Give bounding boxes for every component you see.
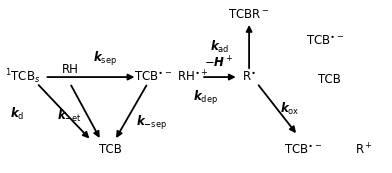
Text: TCB$^{\bullet-}$: TCB$^{\bullet-}$ (285, 143, 323, 157)
Text: TCB$^{\bullet-}$: TCB$^{\bullet-}$ (134, 71, 173, 84)
Text: $\bfit{k}_{\rm d}$: $\bfit{k}_{\rm d}$ (10, 106, 25, 122)
Text: $^1$TCB$_s$: $^1$TCB$_s$ (5, 68, 41, 86)
Text: $\bfit{k}_{-\rm sep}$: $\bfit{k}_{-\rm sep}$ (136, 113, 167, 131)
Text: $\bfit{k}_{-\rm et}$: $\bfit{k}_{-\rm et}$ (57, 108, 82, 124)
Text: TCB$^{\bullet-}$: TCB$^{\bullet-}$ (306, 35, 344, 48)
Text: R$^+$: R$^+$ (355, 142, 373, 158)
Text: RH: RH (62, 63, 78, 76)
Text: $\bfit{k}_{\rm ad}$: $\bfit{k}_{\rm ad}$ (210, 39, 230, 55)
Text: $\bfit{k}_{\rm dep}$: $\bfit{k}_{\rm dep}$ (193, 89, 218, 107)
Text: $-$H$^+$: $-$H$^+$ (204, 55, 233, 70)
Text: TCBR$^-$: TCBR$^-$ (229, 8, 270, 21)
Text: R$^{\bullet}$: R$^{\bullet}$ (242, 71, 256, 84)
Text: $\bfit{k}_{\rm ox}$: $\bfit{k}_{\rm ox}$ (280, 101, 300, 117)
Text: TCB: TCB (99, 143, 122, 157)
Text: $\bfit{k}_{\rm sep}$: $\bfit{k}_{\rm sep}$ (93, 50, 117, 68)
Text: TCB: TCB (318, 73, 340, 86)
Text: RH$^{\bullet+}$: RH$^{\bullet+}$ (177, 69, 209, 85)
